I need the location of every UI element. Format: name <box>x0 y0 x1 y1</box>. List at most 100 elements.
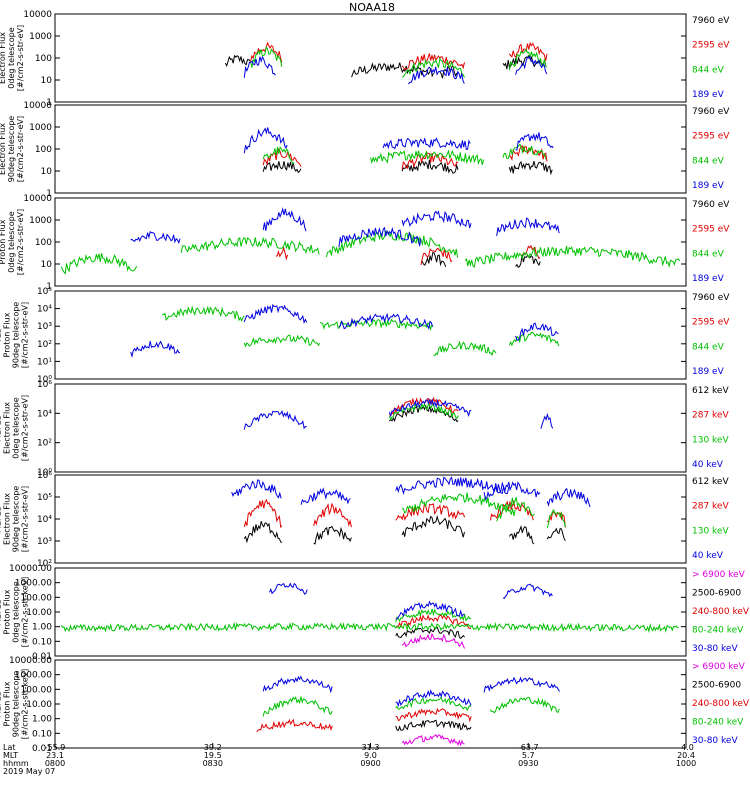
legend-entry: 7960 eV <box>692 293 730 303</box>
y-axis-label: 90deg telescope <box>7 116 16 183</box>
y-tick-label: 10⁵ <box>37 287 52 297</box>
x-row-label: MLT <box>3 751 18 760</box>
y-axis-label: 0deg telescope <box>12 581 21 642</box>
data-line <box>540 412 554 429</box>
data-line <box>439 64 459 79</box>
y-tick-label: 10³ <box>37 537 52 547</box>
data-line <box>130 340 181 358</box>
y-tick-label: 100.00 <box>21 593 53 603</box>
panel-frame <box>54 567 687 657</box>
series-2500-6900 <box>395 719 472 732</box>
panel-6: 10² 10³ 10⁴ 10⁵ 10⁶ MEPED Electron Flux 90deg t… <box>0 471 729 569</box>
data-line <box>483 676 560 693</box>
panel-frame <box>54 659 687 749</box>
data-line <box>401 152 459 170</box>
data-line <box>180 236 320 255</box>
y-axis-label: 90deg telescope <box>12 671 21 738</box>
y-tick-label: 10 <box>41 260 53 270</box>
x-row-label: 2019 May 07 <box>3 767 55 776</box>
data-line <box>401 734 465 747</box>
data-line <box>325 230 459 258</box>
panel-7: 0.01 0.10 1.00 10.00 100.00 1000.00 10000.00 ME… <box>0 564 750 662</box>
panel-frame <box>54 290 687 380</box>
y-tick-label: 10⁶ <box>37 380 52 390</box>
data-line <box>243 127 288 154</box>
series-287-kev <box>243 498 566 529</box>
legend-entry: 612 keV <box>692 386 729 396</box>
series-30-80-kev <box>269 582 553 620</box>
x-row-label: hhmm <box>3 759 29 768</box>
y-axis-label: [#/cm2-s-str-keV] <box>21 669 30 740</box>
y-axis-label: 90deg telescope <box>12 302 21 369</box>
y-tick-label: 1.00 <box>32 623 52 633</box>
panel-frame <box>54 13 687 103</box>
legend-entry: 40 keV <box>692 460 724 470</box>
data-line <box>262 207 307 232</box>
data-line <box>515 322 559 341</box>
y-axis-label: 0deg telescope <box>7 211 16 272</box>
x-tick-time: 0900 <box>360 759 380 768</box>
y-axis-label: Proton Flux <box>0 219 7 264</box>
data-line <box>483 481 541 501</box>
legend-entry: 130 keV <box>692 526 729 536</box>
panel-frame <box>54 197 687 287</box>
y-tick-label: 10⁴ <box>37 515 52 525</box>
data-line <box>401 210 472 229</box>
y-axis-label: MEPED <box>0 598 3 626</box>
panel-3: 1 10 100 1000 10000 Proton Flux 0deg telescope… <box>0 194 730 292</box>
data-line <box>370 149 485 166</box>
data-line <box>433 340 497 357</box>
data-line <box>401 632 465 649</box>
data-line <box>508 41 548 61</box>
data-line <box>408 66 465 85</box>
data-line <box>262 675 333 694</box>
y-axis-label: Electron Flux <box>3 402 12 454</box>
data-line <box>243 334 321 348</box>
series-40-kev <box>231 476 591 508</box>
data-line <box>401 53 465 71</box>
y-tick-label: 1000 <box>29 32 52 42</box>
legend-entry: 80-240 keV <box>692 718 744 728</box>
x-tick-mlt: 19.5 <box>204 751 222 760</box>
y-axis-label: Proton Flux <box>3 589 12 634</box>
panel-2: 1 10 100 1000 10000 Electron Flux 90deg telesc… <box>0 101 730 199</box>
data-line <box>546 487 591 508</box>
y-tick-label: 10 <box>41 76 53 86</box>
x-tick-lat: -55.9 <box>45 743 66 752</box>
data-line <box>515 255 541 268</box>
legend-entry: 189 eV <box>692 367 725 377</box>
legend-entry: 2595 eV <box>692 132 730 142</box>
data-line <box>351 62 434 78</box>
panel-1: 1 10 100 1000 10000 Electron Flux 0deg telesco… <box>0 10 730 108</box>
legend-entry: 189 eV <box>692 181 725 191</box>
data-line <box>243 410 307 430</box>
data-line <box>275 246 289 261</box>
y-axis-label: 90deg telescope <box>12 486 21 553</box>
panel-4: 10⁰ 10¹ 10² 10³ 10⁴ 10⁵ TED Proton Flux 90deg te… <box>0 287 730 385</box>
data-line <box>319 318 434 332</box>
legend-entry: > 6900 keV <box>692 662 746 672</box>
data-line <box>395 476 510 496</box>
panel-frame <box>54 474 687 564</box>
data-line <box>420 247 453 266</box>
y-tick-label: 10000 <box>23 194 52 204</box>
series--6900-kev <box>401 632 465 649</box>
series--6900-kev <box>401 734 465 747</box>
data-line <box>395 626 465 640</box>
y-axis-label: [#/cm2-s-str-eV] <box>21 302 30 368</box>
data-line <box>388 398 472 418</box>
data-line <box>130 230 181 245</box>
y-axis-label: Electron Flux <box>3 493 12 545</box>
data-line <box>256 718 333 733</box>
y-tick-label: 0.01 <box>32 744 52 754</box>
legend-entry: 7960 eV <box>692 200 730 210</box>
legend-entry: 80-240 keV <box>692 626 744 636</box>
data-line <box>262 161 302 174</box>
y-tick-label: 10⁵ <box>37 493 52 503</box>
data-line <box>395 689 472 708</box>
data-line <box>338 312 434 330</box>
y-tick-label: 10⁴ <box>37 409 52 419</box>
data-line <box>502 143 547 160</box>
legend-entry: 2595 eV <box>692 41 730 51</box>
